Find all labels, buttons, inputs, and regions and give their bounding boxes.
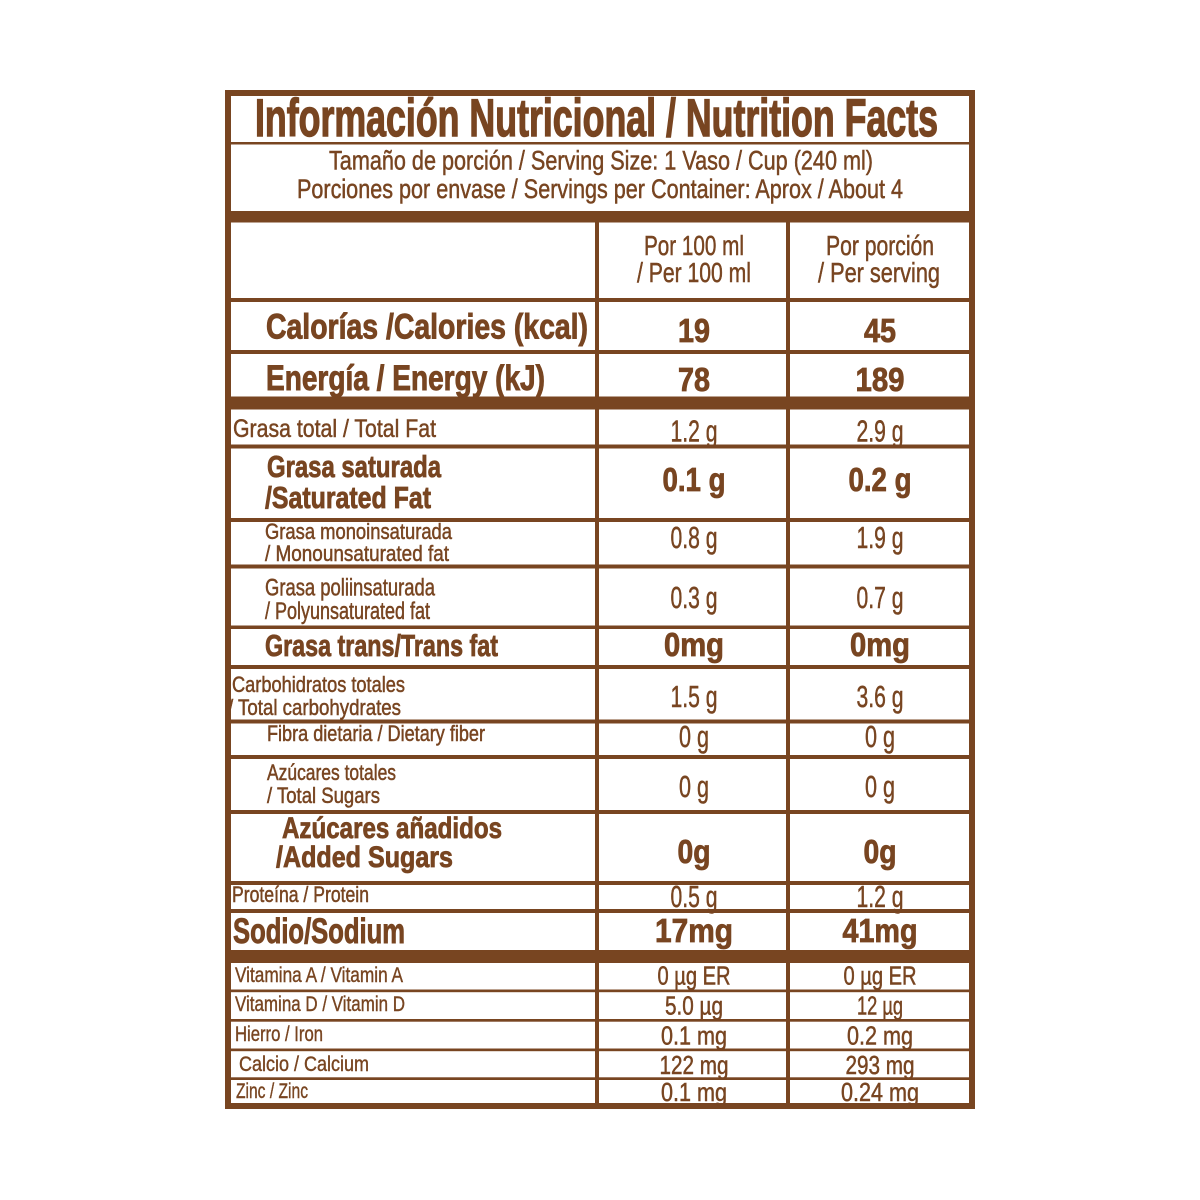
svg-text:Vitamina A / Vitamin A: Vitamina A / Vitamin A	[235, 963, 404, 987]
svg-text:Carbohidratos totales: Carbohidratos totales	[232, 672, 405, 697]
svg-text:0.8 g: 0.8 g	[671, 520, 718, 555]
svg-text:/ Per serving: / Per serving	[818, 257, 940, 288]
svg-text:0 g: 0 g	[865, 719, 895, 754]
svg-text:0.7 g: 0.7 g	[857, 580, 904, 615]
svg-text:Grasa saturada: Grasa saturada	[267, 449, 442, 484]
svg-text:19: 19	[678, 312, 710, 349]
svg-text:/ Total carbohydrates: / Total carbohydrates	[228, 695, 401, 720]
svg-text:Azúcares totales: Azúcares totales	[267, 760, 396, 785]
svg-text:Vitamina D / Vitamin D: Vitamina D / Vitamin D	[235, 992, 405, 1016]
svg-text:0g: 0g	[864, 833, 897, 870]
svg-text:0.1 mg: 0.1 mg	[661, 1077, 727, 1107]
svg-text:0.1 g: 0.1 g	[663, 461, 726, 498]
svg-text:/Added Sugars: /Added Sugars	[276, 841, 453, 874]
svg-text:2.9 g: 2.9 g	[857, 414, 904, 449]
svg-text:Tamaño de porción / Serving Si: Tamaño de porción / Serving Size: 1 Vaso…	[329, 146, 873, 176]
svg-text:/ Total Sugars: / Total Sugars	[267, 783, 380, 808]
svg-text:Fibra dietaria / Dietary fiber: Fibra dietaria / Dietary fiber	[267, 721, 485, 746]
svg-text:0.24 mg: 0.24 mg	[841, 1077, 919, 1107]
svg-text:Porciones por envase / Serving: Porciones por envase / Servings per Cont…	[297, 174, 903, 204]
svg-text:Por porción: Por porción	[826, 230, 934, 261]
svg-text:Proteína / Protein: Proteína / Protein	[232, 882, 369, 907]
svg-text:Grasa trans/Trans fat: Grasa trans/Trans fat	[265, 628, 498, 663]
svg-text:/ Polyunsaturated fat: / Polyunsaturated fat	[265, 598, 430, 625]
svg-text:Grasa monoinsaturada: Grasa monoinsaturada	[265, 519, 453, 544]
svg-text:0.5 g: 0.5 g	[671, 879, 718, 914]
svg-text:Zinc / Zinc: Zinc / Zinc	[236, 1079, 308, 1103]
svg-text:0g: 0g	[678, 833, 711, 870]
svg-text:17mg: 17mg	[655, 912, 733, 949]
svg-text:0mg: 0mg	[664, 626, 724, 663]
svg-text:Información Nutricional / Nutr: Información Nutricional / Nutrition Fact…	[255, 89, 938, 148]
svg-text:1.2 g: 1.2 g	[857, 879, 904, 914]
svg-text:0 g: 0 g	[865, 769, 895, 804]
svg-text:/Saturated Fat: /Saturated Fat	[265, 480, 431, 515]
svg-text:189: 189	[856, 361, 905, 398]
svg-text:Hierro / Iron: Hierro / Iron	[235, 1022, 323, 1046]
svg-text:0.3 g: 0.3 g	[671, 580, 718, 615]
svg-text:1.5 g: 1.5 g	[671, 679, 718, 714]
svg-text:/ Monounsaturated fat: / Monounsaturated fat	[265, 541, 449, 566]
svg-text:122 mg: 122 mg	[660, 1050, 729, 1080]
svg-text:0 µg ER: 0 µg ER	[658, 961, 731, 991]
svg-text:45: 45	[864, 312, 896, 349]
svg-text:0 µg ER: 0 µg ER	[844, 961, 917, 991]
svg-text:Grasa total / Total Fat: Grasa total / Total Fat	[233, 415, 436, 443]
svg-text:293 mg: 293 mg	[846, 1050, 915, 1080]
svg-text:Energía / Energy (kJ): Energía / Energy (kJ)	[266, 359, 545, 398]
svg-text:12 µg: 12 µg	[857, 991, 903, 1021]
svg-text:0.2 mg: 0.2 mg	[847, 1021, 913, 1051]
svg-text:3.6 g: 3.6 g	[857, 679, 904, 714]
svg-text:Por 100 ml: Por 100 ml	[644, 230, 744, 261]
svg-text:0 g: 0 g	[679, 719, 709, 754]
svg-text:0mg: 0mg	[850, 626, 910, 663]
svg-text:78: 78	[678, 361, 710, 398]
svg-text:Calorías /Calories (kcal): Calorías /Calories (kcal)	[266, 308, 588, 347]
svg-text:0 g: 0 g	[679, 769, 709, 804]
svg-text:Calcio / Calcium: Calcio / Calcium	[239, 1052, 369, 1076]
svg-text:5.0 µg: 5.0 µg	[665, 991, 723, 1021]
svg-text:41mg: 41mg	[843, 912, 918, 949]
svg-text:/ Per 100 ml: / Per 100 ml	[637, 257, 751, 288]
svg-text:Azúcares añadidos: Azúcares añadidos	[282, 812, 502, 845]
svg-text:Grasa poliinsaturada: Grasa poliinsaturada	[265, 575, 435, 602]
svg-text:1.2 g: 1.2 g	[671, 414, 718, 449]
svg-text:0.1 mg: 0.1 mg	[661, 1021, 727, 1051]
svg-text:1.9 g: 1.9 g	[857, 520, 904, 555]
svg-text:0.2 g: 0.2 g	[849, 461, 912, 498]
svg-text:Sodio/Sodium: Sodio/Sodium	[233, 912, 405, 951]
